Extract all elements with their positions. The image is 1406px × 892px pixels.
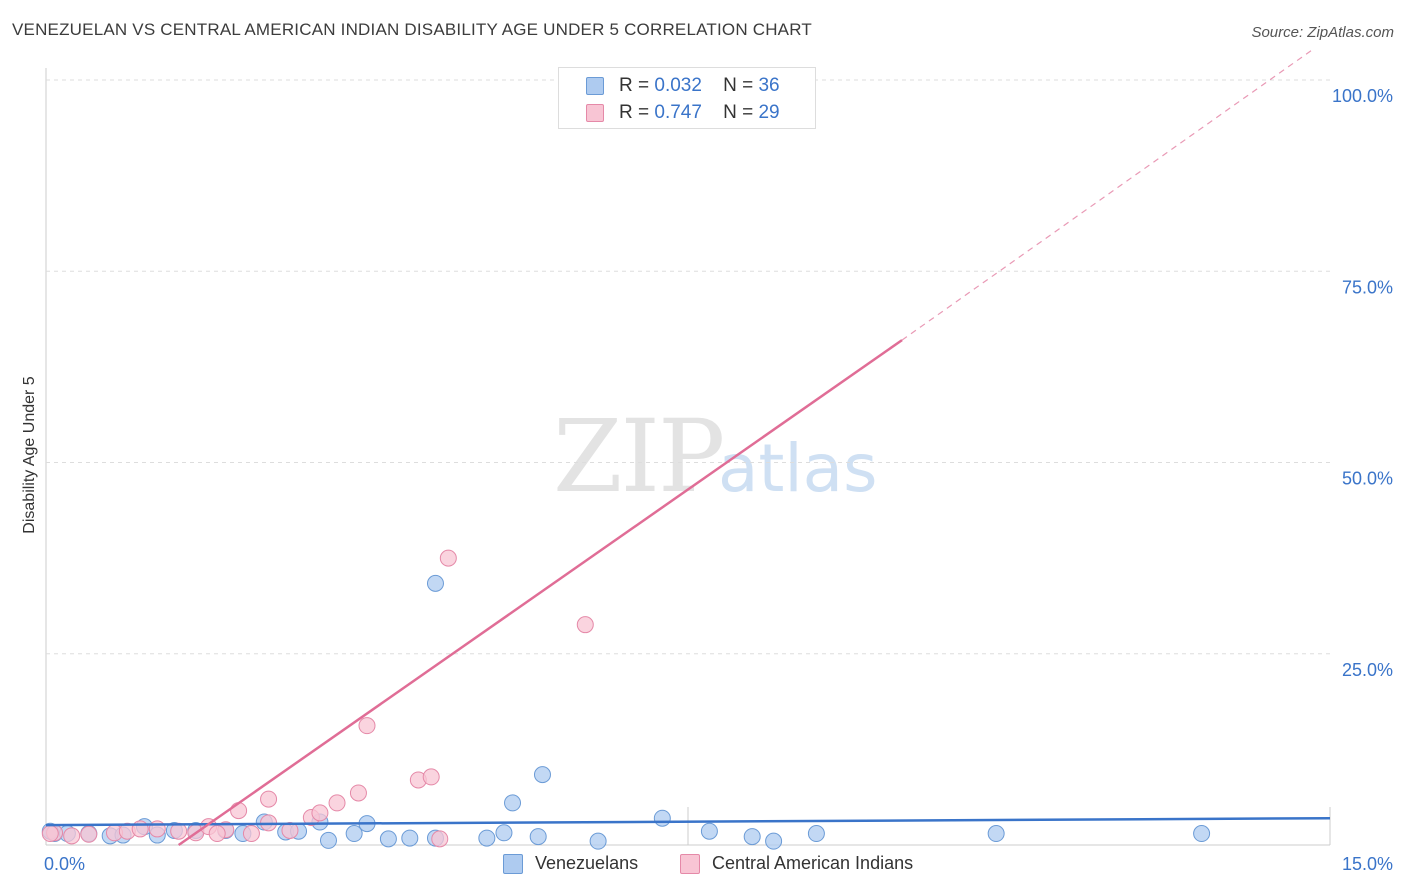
data-point-central-american-indians: [431, 830, 449, 848]
data-point-central-american-indians: [281, 821, 299, 839]
data-point-venezuelans: [319, 831, 337, 849]
data-point-central-american-indians: [208, 825, 226, 843]
bottom-legend-swatch-central-american-indians: [680, 854, 700, 874]
legend-r-label: R =: [619, 75, 650, 96]
legend-n-label: N =: [723, 102, 754, 123]
trend-line-venezuelans: [45, 816, 1331, 827]
data-point-central-american-indians: [328, 794, 346, 812]
legend-swatch-central-american-indians: [586, 104, 604, 122]
source-credit: Source: ZipAtlas.com: [1251, 24, 1394, 41]
data-point-central-american-indians: [358, 717, 376, 735]
data-point-venezuelans: [1193, 825, 1211, 843]
trend-line-extension-central-american-indians: [901, 48, 1314, 341]
data-point-central-american-indians: [230, 802, 248, 820]
data-point-venezuelans: [504, 794, 522, 812]
data-point-venezuelans: [533, 766, 551, 784]
legend-n-value: 29: [758, 102, 780, 123]
data-point-central-american-indians: [63, 827, 81, 845]
watermark-atlas: atlas: [718, 430, 878, 507]
x-tick-label: 0.0%: [44, 854, 85, 874]
legend-r-value: 0.747: [654, 102, 702, 123]
bottom-legend-swatch-venezuelans: [503, 854, 523, 874]
data-point-venezuelans: [589, 832, 607, 850]
data-point-venezuelans: [379, 830, 397, 848]
data-point-central-american-indians: [41, 825, 59, 843]
data-point-venezuelans: [478, 829, 496, 847]
data-point-venezuelans: [495, 824, 513, 842]
bottom-legend-label: Central American Indians: [712, 853, 914, 873]
watermark-zip: ZIP: [553, 398, 725, 515]
y-tick-label: 50.0%: [1342, 469, 1393, 489]
data-point-venezuelans: [345, 825, 363, 843]
y-tick-label: 100.0%: [1332, 86, 1393, 106]
data-point-venezuelans: [401, 829, 419, 847]
data-point-central-american-indians: [576, 616, 594, 634]
bottom-legend-label: Venezuelans: [535, 853, 639, 873]
data-point-venezuelans: [653, 809, 671, 827]
data-point-central-american-indians: [80, 825, 98, 843]
data-point-venezuelans: [529, 828, 547, 846]
data-point-venezuelans: [807, 825, 825, 843]
y-tick-label: 75.0%: [1342, 277, 1393, 297]
legend-swatch-venezuelans: [586, 77, 604, 95]
data-point-venezuelans: [987, 825, 1005, 843]
data-point-central-american-indians: [422, 768, 440, 786]
legend-r-label: R =: [619, 102, 650, 123]
trend-line-central-american-indians: [177, 339, 903, 847]
correlation-legend: R = 0.032 N = 36 R = 0.747 N = 29: [558, 67, 816, 129]
legend-n-value: 36: [758, 75, 780, 96]
data-point-central-american-indians: [260, 790, 278, 808]
data-point-venezuelans: [700, 822, 718, 840]
legend-n-label: N =: [723, 75, 754, 96]
data-point-venezuelans: [765, 832, 783, 850]
data-point-central-american-indians: [439, 549, 457, 567]
data-point-central-american-indians: [242, 825, 260, 843]
data-point-venezuelans: [743, 828, 761, 846]
chart-title: VENEZUELAN VS CENTRAL AMERICAN INDIAN DI…: [12, 20, 812, 39]
data-point-central-american-indians: [311, 804, 329, 822]
x-tick-label: 15.0%: [1342, 854, 1393, 874]
data-point-venezuelans: [426, 574, 444, 592]
y-tick-label: 25.0%: [1342, 660, 1393, 680]
data-point-central-american-indians: [349, 784, 367, 802]
legend-r-value: 0.032: [654, 75, 702, 96]
